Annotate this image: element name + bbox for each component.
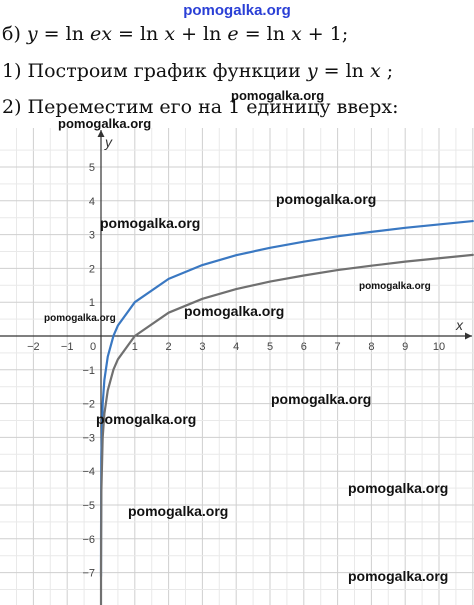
y-tick-label: 5 (89, 162, 95, 174)
step-one-part: ; (380, 60, 394, 82)
step-one-part: y (306, 60, 318, 82)
x-axis-label: x (455, 317, 464, 333)
curve-ln-x-plus-1 (99, 219, 474, 578)
equation-line: б) y = ln ex = ln x + ln e = ln x + 1; (2, 23, 348, 45)
function-graph: x y −2 −1 0 1 2 3 4 5 6 7 8 9 10 5 4 3 2 1 −1 −2 −3 −4 −5 −6 −7 (0, 128, 474, 605)
step-one-part: = ln (317, 60, 370, 82)
x-tick-label: 5 (267, 341, 273, 353)
y-tick-label: −5 (82, 500, 95, 512)
watermark: pomogalka.org (271, 391, 372, 407)
y-tick-label: −2 (82, 399, 95, 411)
curves (99, 219, 474, 605)
step-two-line: 2) Переместим его на 1 единицу вверх: (2, 96, 399, 118)
equation-prefix: б) (2, 23, 27, 45)
x-tick-label: −2 (27, 341, 40, 353)
x-tick-label: 6 (301, 341, 307, 353)
y-tick-label: −6 (82, 534, 95, 546)
watermark-top: pomogalka.org (183, 2, 291, 19)
watermark: pomogalka.org (276, 191, 377, 207)
x-tick-label: 4 (233, 341, 239, 353)
y-tick-label: 1 (89, 297, 95, 309)
x-tick-label: −1 (61, 341, 74, 353)
step-one-prefix: 1) Построим график функции (2, 60, 307, 82)
y-tick-label: 2 (89, 263, 95, 275)
watermark: pomogalka.org (100, 215, 201, 231)
watermark: pomogalka.org (348, 480, 449, 496)
y-tick-label: 3 (89, 230, 95, 242)
y-tick-label: −1 (82, 365, 95, 377)
equation-part: = ln (238, 23, 292, 45)
equation-part: x (291, 23, 302, 45)
equation-part: + ln (175, 23, 228, 45)
x-tick-label: 8 (368, 341, 374, 353)
y-tick-label: −3 (82, 432, 95, 444)
equation-part: = ln (111, 23, 165, 45)
x-tick-label: 3 (199, 341, 205, 353)
equation-part: y (26, 23, 38, 45)
y-axis-arrow (97, 130, 105, 137)
x-tick-label: 0 (90, 341, 96, 353)
watermark: pomogalka.org (44, 313, 116, 324)
y-tick-label: −7 (82, 568, 95, 580)
y-tick-label: 4 (89, 196, 95, 208)
equation-part: + 1; (301, 23, 349, 45)
x-tick-label: 1 (132, 341, 138, 353)
y-axis-label: y (104, 134, 113, 150)
equation-part: ex (90, 23, 112, 45)
watermark: pomogalka.org (359, 281, 431, 292)
step-one-line: 1) Построим график функции y = ln x ; (2, 60, 393, 82)
x-tick-label: 7 (335, 341, 341, 353)
step-one-part: x (369, 60, 381, 82)
curve-ln-x (99, 253, 474, 605)
equation-part: x (164, 23, 176, 45)
equation-part: = ln (37, 23, 90, 45)
watermark: pomogalka.org (348, 568, 449, 584)
watermark: pomogalka.org (231, 88, 325, 103)
equation-part: e (227, 23, 239, 45)
x-tick-label: 9 (402, 341, 408, 353)
x-tick-label: 2 (166, 341, 172, 353)
watermark: pomogalka.org (184, 303, 285, 319)
x-axis-arrow (465, 332, 472, 340)
y-tick-label: −4 (82, 466, 95, 478)
grid-lines (0, 128, 474, 605)
tick-labels: −2 −1 0 1 2 3 4 5 6 7 8 9 10 5 4 3 2 1 −1 −2 −3 −4 −5 −6 −7 (27, 162, 445, 580)
x-tick-label: 10 (433, 341, 445, 353)
watermark: pomogalka.org (128, 503, 229, 519)
watermark: pomogalka.org (96, 411, 197, 427)
watermark: pomogalka.org (58, 116, 152, 131)
